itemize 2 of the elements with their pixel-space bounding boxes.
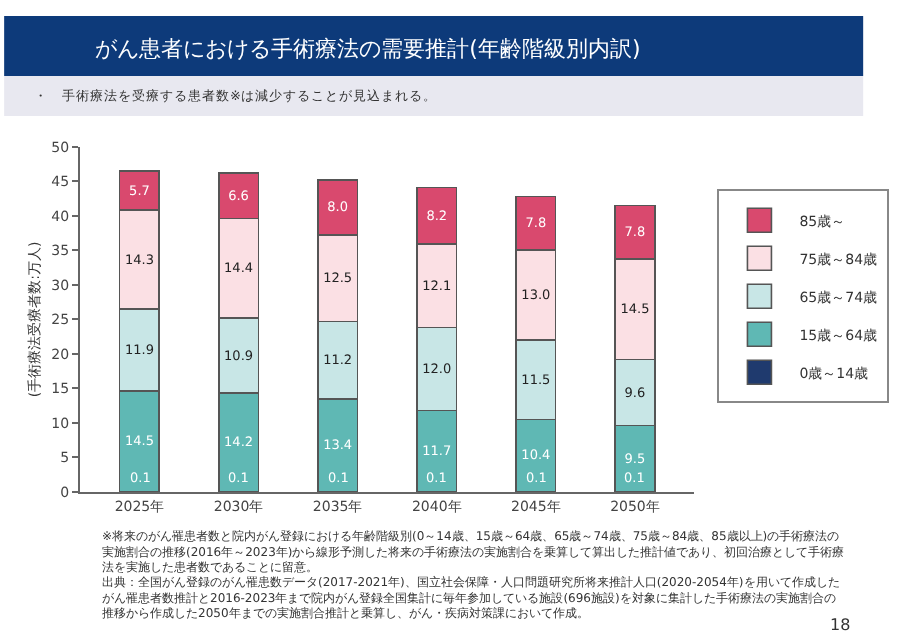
chart-title: がん患者における手術療法の需要推計(年齢階級別内訳) (95, 35, 641, 62)
text: 18 (830, 616, 851, 634)
